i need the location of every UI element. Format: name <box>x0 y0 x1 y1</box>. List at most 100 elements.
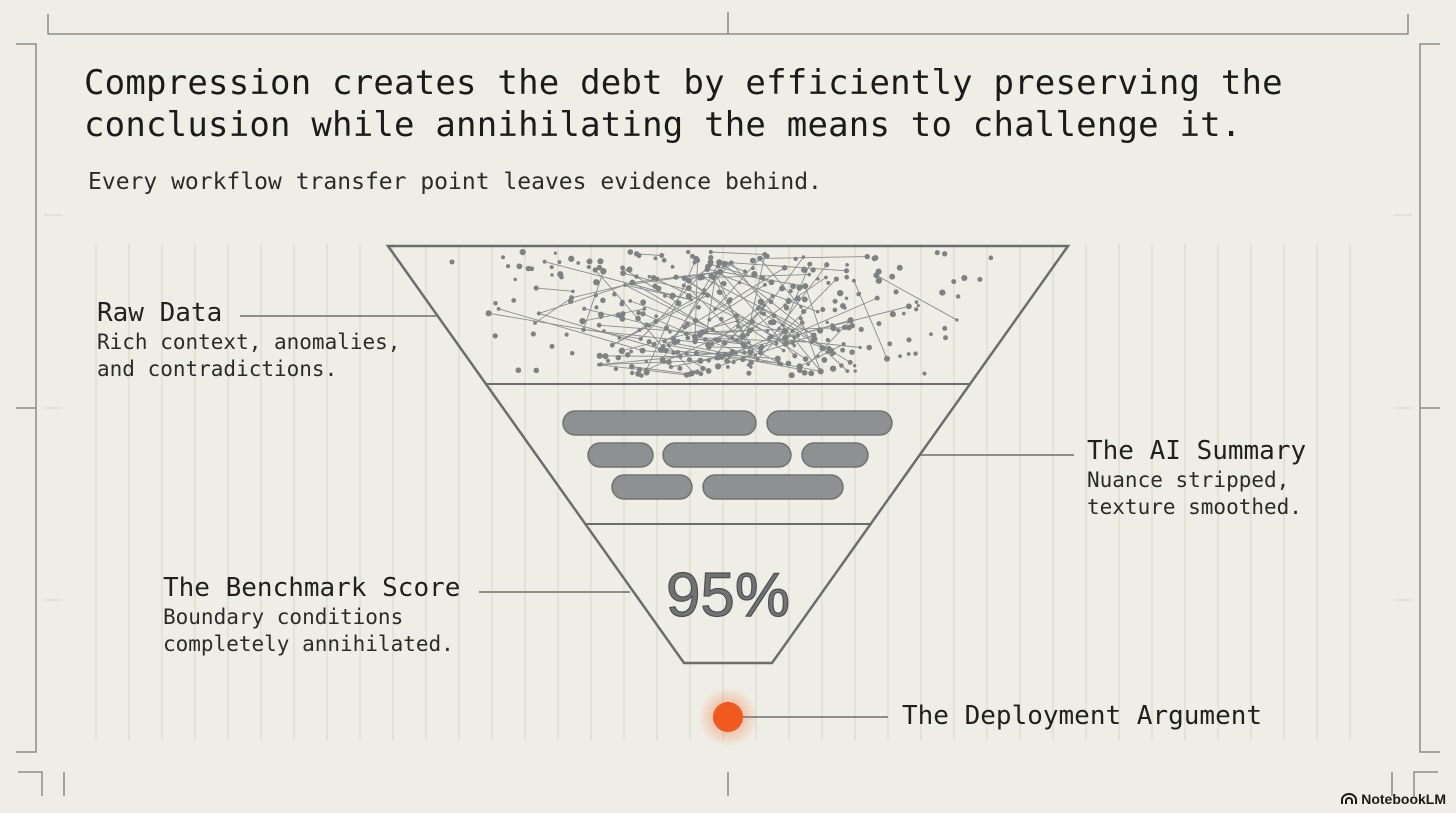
network-node <box>836 328 841 333</box>
network-node <box>592 267 598 273</box>
network-node <box>705 367 712 374</box>
network-node <box>705 341 712 349</box>
network-node <box>605 358 611 363</box>
network-node <box>955 294 961 299</box>
network-node <box>785 297 792 304</box>
network-node <box>643 369 650 376</box>
network-node <box>887 341 893 347</box>
network-node <box>693 255 700 262</box>
network-node <box>581 327 586 332</box>
network-node <box>783 305 790 311</box>
network-edge <box>544 261 692 301</box>
network-node <box>846 324 852 331</box>
network-node <box>698 371 704 377</box>
network-node <box>827 347 835 354</box>
network-node <box>905 303 912 310</box>
network-node <box>713 307 717 311</box>
benchmark-title: The Benchmark Score <box>163 573 461 603</box>
network-node <box>788 289 793 294</box>
network-node <box>916 303 920 308</box>
network-node <box>939 289 946 296</box>
network-node <box>533 320 537 325</box>
network-node <box>533 367 540 374</box>
network-node <box>760 344 765 349</box>
network-node <box>839 363 844 368</box>
raw-data-title: Raw Data <box>97 298 223 328</box>
network-node <box>733 313 739 319</box>
network-node <box>704 329 709 334</box>
network-node <box>623 283 627 287</box>
notebooklm-icon <box>1341 793 1358 804</box>
network-node <box>759 275 766 281</box>
network-node <box>746 370 752 376</box>
network-node <box>702 337 708 342</box>
network-node <box>678 354 683 359</box>
network-node <box>571 289 575 294</box>
network-node <box>596 264 603 271</box>
network-node <box>716 259 723 266</box>
network-node <box>635 315 641 322</box>
network-node <box>647 324 651 328</box>
network-node <box>743 269 748 274</box>
network-node <box>596 352 603 359</box>
network-node <box>858 326 864 332</box>
network-node <box>810 332 816 339</box>
network-node <box>943 335 949 341</box>
network-node <box>746 327 753 334</box>
network-node <box>684 331 689 337</box>
network-node <box>774 341 779 346</box>
network-node <box>798 316 803 321</box>
benchmark-desc-2: completely annihilated. <box>163 632 454 656</box>
network-node <box>693 350 700 356</box>
network-node <box>844 296 849 301</box>
network-node <box>755 357 760 362</box>
network-node <box>841 342 846 347</box>
network-node <box>542 259 547 264</box>
network-edge <box>876 274 958 321</box>
network-node <box>597 258 604 265</box>
network-node <box>739 333 746 340</box>
network-node <box>646 339 652 345</box>
network-node <box>826 280 831 285</box>
network-node <box>790 339 796 345</box>
network-edge <box>498 308 643 351</box>
network-node <box>833 276 839 282</box>
network-node <box>661 359 667 364</box>
network-edge <box>488 312 641 340</box>
network-node <box>653 318 659 325</box>
network-node <box>820 306 826 313</box>
network-node <box>715 351 720 356</box>
network-node <box>501 255 505 260</box>
network-node <box>568 255 575 262</box>
network-node <box>929 332 933 337</box>
network-node <box>618 347 626 355</box>
network-node <box>710 274 717 281</box>
network-node <box>576 261 581 265</box>
network-node <box>662 294 667 298</box>
network-node <box>853 364 857 368</box>
network-node <box>717 268 724 275</box>
network-node <box>858 345 862 350</box>
network-node <box>629 349 634 354</box>
network-node <box>856 292 861 297</box>
network-node <box>654 314 659 319</box>
network-node <box>792 353 798 359</box>
network-node <box>914 307 919 312</box>
network-node <box>802 283 809 290</box>
network-edge <box>784 277 827 306</box>
network-node <box>792 343 797 348</box>
headline-line-1: Compression creates the debt by efficien… <box>84 63 1283 103</box>
ai-summary-title: The AI Summary <box>1087 436 1307 466</box>
network-node <box>801 266 808 273</box>
network-node <box>729 335 735 341</box>
network-node <box>790 328 795 333</box>
network-node <box>728 260 734 266</box>
network-node <box>692 317 699 324</box>
network-node <box>496 306 501 311</box>
network-node <box>751 271 758 278</box>
network-node <box>852 278 856 283</box>
network-node <box>640 299 647 306</box>
network-node <box>670 264 675 269</box>
